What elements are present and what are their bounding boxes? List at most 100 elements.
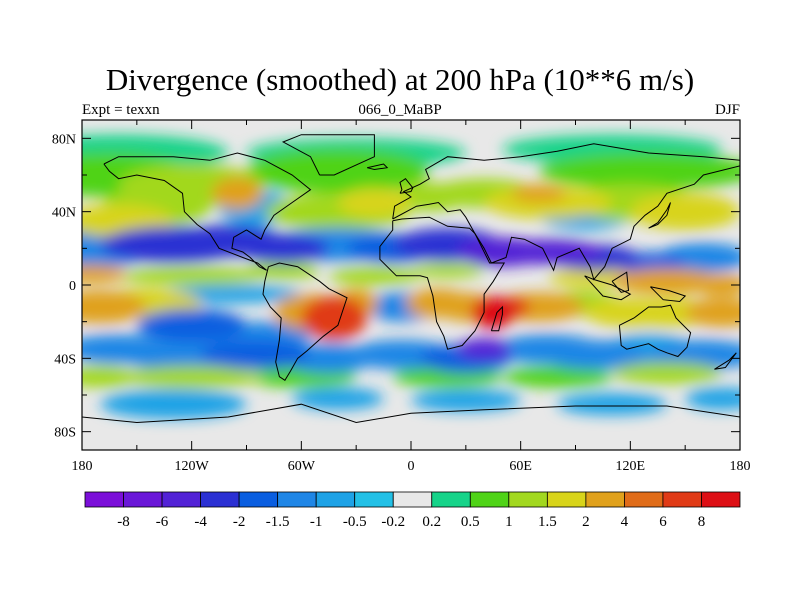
- field-region: [538, 153, 740, 190]
- x-tick-label: 120E: [616, 459, 646, 474]
- field-region: [502, 365, 613, 388]
- y-tick-label: 40N: [52, 206, 76, 221]
- coastline: [399, 178, 414, 194]
- x-tick-label: 60E: [509, 459, 532, 474]
- field-region: [200, 340, 311, 370]
- coastline: [366, 163, 389, 171]
- colorbar-swatch: [469, 491, 510, 508]
- coastline: [392, 143, 740, 281]
- field-region: [82, 290, 146, 324]
- field-region: [237, 233, 329, 263]
- field-region: [211, 176, 263, 210]
- colorbar-swatch: [200, 491, 240, 508]
- colorbar-label: -1.5: [266, 514, 290, 530]
- map-plot-area: [82, 120, 740, 450]
- field-region: [118, 266, 265, 286]
- season-label: DJF: [714, 102, 740, 118]
- x-tick-label: 120W: [175, 459, 210, 474]
- colorbar-label: 0.5: [461, 514, 480, 530]
- colorbar-swatch: [701, 491, 741, 508]
- field-region: [246, 149, 430, 194]
- field-region: [82, 264, 128, 284]
- coastline-outlines: [82, 134, 740, 424]
- field-region: [630, 193, 740, 230]
- field-region: [136, 308, 247, 342]
- field-region: [538, 340, 649, 370]
- coastline: [281, 134, 375, 176]
- colorbar-swatch: [392, 491, 433, 508]
- experiment-label: Expt = texxn: [82, 102, 160, 118]
- colorbar-swatch: [238, 491, 279, 508]
- y-tick-label: 80N: [52, 132, 76, 147]
- coastline: [650, 286, 687, 303]
- coastline: [103, 152, 312, 271]
- field-region: [621, 297, 713, 328]
- colorbar-label: 2: [582, 514, 590, 530]
- colorbar-label: -2: [233, 514, 246, 530]
- colorbar-label: -4: [194, 514, 207, 530]
- field-region: [118, 365, 265, 388]
- colorbar-swatch: [431, 491, 471, 508]
- field-region: [100, 389, 247, 419]
- y-tick-label: 80S: [54, 426, 76, 441]
- chart-title: Divergence (smoothed) at 200 hPa (10**6 …: [105, 62, 695, 97]
- colorbar-label: 0.2: [422, 514, 441, 530]
- x-tick-label: 60W: [288, 459, 316, 474]
- coastline: [379, 216, 506, 350]
- field-region: [493, 239, 603, 265]
- coastline: [82, 403, 740, 424]
- coastline: [714, 352, 737, 370]
- field-region: [411, 263, 485, 278]
- colorbar-swatch: [354, 491, 394, 508]
- colorbar: -8 -6 -4 -2 -1.5 -1 -0.5 -0.2 0.2 0.5 1 1.5 2 4 6 8: [84, 491, 741, 530]
- colorbar-label: 6: [659, 514, 667, 530]
- coastline: [584, 275, 632, 301]
- colorbar-label: 1: [505, 514, 513, 530]
- colorbar-label: 1.5: [538, 514, 557, 530]
- field-region: [685, 387, 740, 410]
- field-region: [557, 393, 667, 416]
- field-region: [411, 389, 521, 412]
- x-tick-label: 0: [408, 459, 415, 474]
- axis-ticks: 180 120W 60W 0 60E 120E 180 80N 40N 0 40S 80S: [52, 120, 751, 474]
- colorbar-swatch: [624, 491, 664, 508]
- coastline: [262, 262, 348, 382]
- field-region: [511, 184, 567, 203]
- field-region: [292, 387, 384, 410]
- field-region: [456, 338, 512, 361]
- colorbar-label: -8: [117, 514, 130, 530]
- colorbar-label: -6: [156, 514, 169, 530]
- period-label: 066_0_MaBP: [358, 102, 442, 118]
- field-region: [612, 268, 722, 295]
- x-tick-label: 180: [730, 459, 751, 474]
- field-region: [337, 187, 412, 218]
- colorbar-swatch: [161, 491, 201, 508]
- colorbar-swatch: [662, 491, 702, 508]
- field-region: [685, 297, 740, 328]
- y-tick-label: 40S: [54, 352, 76, 367]
- colorbar-swatch: [585, 491, 625, 508]
- field-region: [612, 362, 722, 384]
- colorbar-swatch: [277, 491, 317, 508]
- field-region: [82, 365, 137, 388]
- field-region: [301, 296, 368, 340]
- colorbar-swatch: [546, 491, 587, 508]
- field-region: [328, 266, 421, 286]
- coastline: [611, 271, 630, 293]
- x-tick-label: 180: [72, 459, 93, 474]
- colorbar-label: 8: [698, 514, 706, 530]
- colorbar-swatch: [84, 491, 124, 508]
- field-region: [471, 296, 516, 329]
- coastline: [618, 304, 692, 358]
- field-region: [246, 261, 320, 280]
- colorbar-label: -1: [310, 514, 323, 530]
- colorbar-swatch: [315, 491, 356, 508]
- divergence-field: [82, 134, 740, 419]
- colorbar-swatch: [123, 491, 163, 508]
- colorbar-label: -0.5: [343, 514, 367, 530]
- coastline: [648, 202, 671, 229]
- colorbar-label: 4: [621, 514, 629, 530]
- coastline: [490, 305, 503, 332]
- colorbar-label: -0.2: [381, 514, 405, 530]
